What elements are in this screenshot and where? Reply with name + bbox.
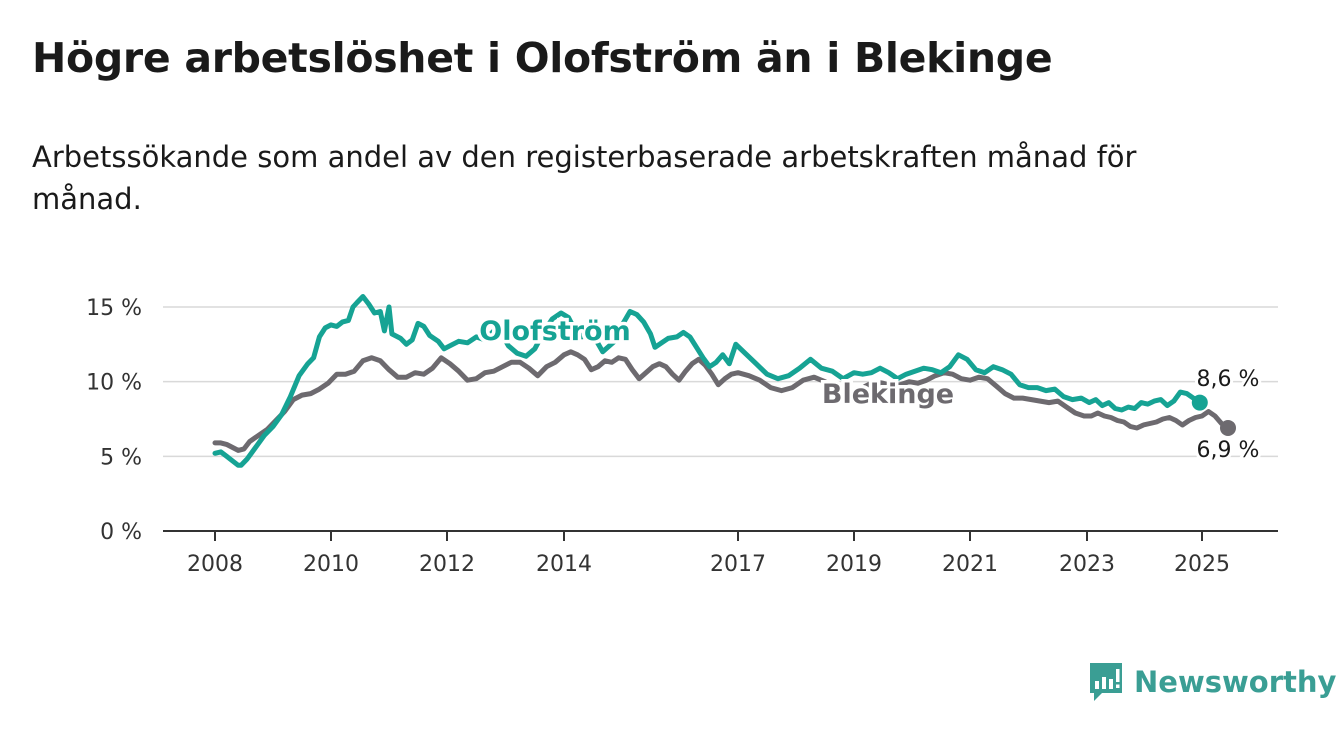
y-tick-label: 5 % (100, 445, 142, 470)
x-tick-label: 2021 (942, 552, 998, 577)
y-tick-label: 0 % (100, 520, 142, 545)
y-tick-label: 15 % (86, 296, 142, 321)
x-tick-label: 2023 (1059, 552, 1115, 577)
x-tick-label: 2008 (187, 552, 243, 577)
series-end-point (1191, 394, 1208, 411)
series-end-value-label: 8,6 % (1197, 367, 1260, 392)
series-end-point (1220, 419, 1236, 436)
bar-chart-exclamation-icon (1090, 663, 1122, 701)
series-name-label: Olofström (479, 316, 630, 347)
x-axis-ticks: 2008 2010 2012 2014 2017 2019 2021 2023 2025 (187, 531, 1230, 577)
x-tick-label: 2025 (1174, 552, 1230, 577)
brand-name: Newsworthy (1134, 665, 1337, 699)
y-tick-label: 10 % (86, 371, 142, 396)
chart-title: Högre arbetslöshet i Olofström än i Blek… (32, 34, 1053, 82)
x-tick-label: 2019 (826, 552, 882, 577)
x-tick-label: 2010 (303, 552, 359, 577)
brand-logo: Newsworthy (1088, 660, 1336, 704)
series-labels: Olofström Blekinge 8,6 % 6,9 % (476, 313, 1263, 467)
x-tick-label: 2012 (419, 552, 475, 577)
chart-subtitle: Arbetssökande som andel av den registerb… (32, 140, 1137, 216)
series-end-value-label: 6,9 % (1197, 438, 1260, 463)
x-tick-label: 2014 (536, 552, 592, 577)
y-axis-ticks: 0 % 5 % 10 % 15 % (86, 296, 142, 545)
series-line-blekinge (212, 349, 1231, 453)
series-name-label: Blekinge (822, 379, 954, 410)
series-line-olofström (212, 294, 1203, 468)
x-tick-label: 2017 (710, 552, 766, 577)
series-lines (212, 294, 1236, 468)
